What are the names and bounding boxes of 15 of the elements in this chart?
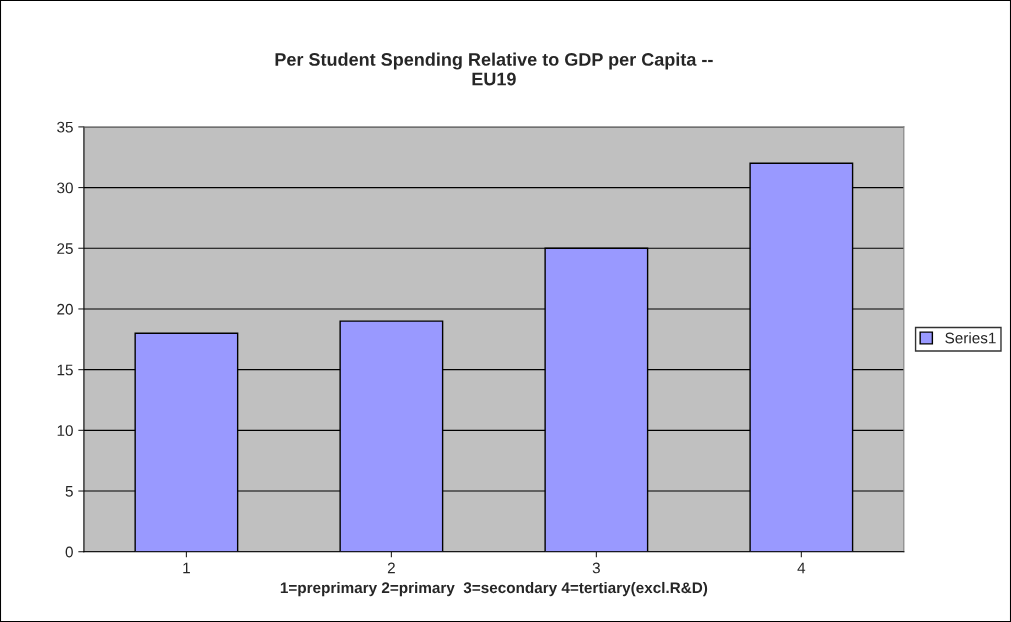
- x-tick-label: 2: [387, 562, 395, 574]
- y-tick-label: 25: [57, 243, 73, 254]
- y-tick-label: 10: [57, 425, 73, 437]
- x-axis-title: 1=preprimary 2=primary 3=secondary 4=tertiary(excl.R&D): [280, 581, 708, 597]
- y-tick-label: 30: [57, 182, 73, 194]
- x-tick-label: 4: [797, 562, 806, 574]
- y-tick-label: 20: [57, 303, 73, 315]
- chart-title: Per Student Spending Relative to GDP per Capita -- EU19: [275, 52, 713, 86]
- y-tick-label: 35: [57, 121, 73, 133]
- legend-label: Series1: [945, 332, 996, 344]
- y-tick-label: 0: [65, 546, 73, 558]
- x-tick-label: 3: [592, 562, 600, 574]
- y-tick-label: 15: [57, 364, 73, 376]
- x-tick-label: 1: [183, 562, 190, 574]
- y-tick-label: 5: [65, 486, 73, 497]
